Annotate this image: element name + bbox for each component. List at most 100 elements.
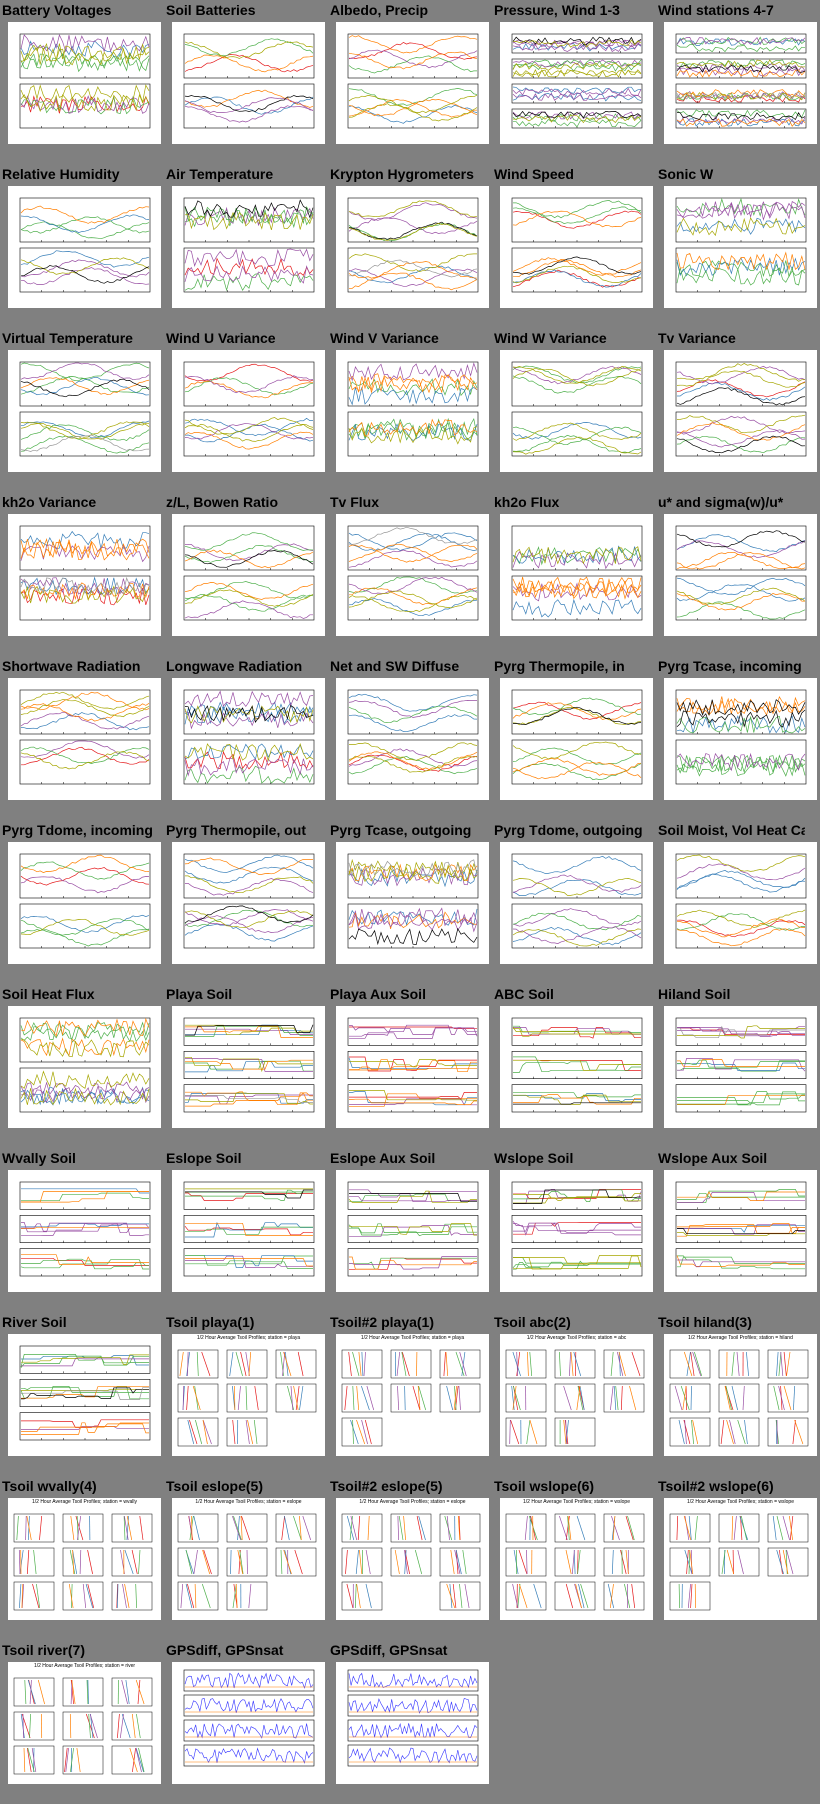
- plot-thumbnail-image[interactable]: [664, 1006, 817, 1128]
- plot-thumbnail-title[interactable]: u* and sigma(w)/u*: [658, 494, 784, 510]
- plot-thumbnail-title[interactable]: kh2o Flux: [494, 494, 560, 510]
- plot-thumbnail-image[interactable]: [8, 350, 161, 472]
- plot-thumbnail-title[interactable]: Net and SW Diffuse: [330, 658, 460, 674]
- plot-thumbnail-image[interactable]: 1/2 Hour Average Tsoil Profiles; station…: [336, 1498, 489, 1620]
- plot-thumbnail-title[interactable]: Pyrg Thermopile, in: [494, 658, 625, 674]
- plot-thumbnail-card[interactable]: Pyrg Thermopile, in: [492, 656, 656, 820]
- plot-thumbnail-image[interactable]: 1/2 Hour Average Tsoil Profiles; station…: [664, 1334, 817, 1456]
- plot-thumbnail-image[interactable]: 1/2 Hour Average Tsoil Profiles; station…: [336, 1334, 489, 1456]
- plot-thumbnail-image[interactable]: [664, 350, 817, 472]
- plot-thumbnail-image[interactable]: [8, 186, 161, 308]
- plot-thumbnail-image[interactable]: [500, 1170, 653, 1292]
- plot-thumbnail-card[interactable]: z/L, Bowen Ratio: [164, 492, 328, 656]
- plot-thumbnail-image[interactable]: [336, 1170, 489, 1292]
- plot-thumbnail-image[interactable]: [172, 1170, 325, 1292]
- plot-thumbnail-image[interactable]: [500, 22, 653, 144]
- plot-thumbnail-title[interactable]: Soil Heat Flux: [2, 986, 95, 1002]
- plot-thumbnail-card[interactable]: Wind W Variance: [492, 328, 656, 492]
- plot-thumbnail-card[interactable]: River Soil: [0, 1312, 164, 1476]
- plot-thumbnail-card[interactable]: Wind U Variance: [164, 328, 328, 492]
- plot-thumbnail-image[interactable]: [8, 1170, 161, 1292]
- plot-thumbnail-card[interactable]: Pyrg Tcase, outgoing: [328, 820, 492, 984]
- plot-thumbnail-card[interactable]: Soil Batteries: [164, 0, 328, 164]
- plot-thumbnail-image[interactable]: [336, 1662, 489, 1784]
- plot-thumbnail-card[interactable]: Pyrg Thermopile, out: [164, 820, 328, 984]
- plot-thumbnail-image[interactable]: [500, 514, 653, 636]
- plot-thumbnail-image[interactable]: 1/2 Hour Average Tsoil Profiles; station…: [500, 1334, 653, 1456]
- plot-thumbnail-image[interactable]: [664, 22, 817, 144]
- plot-thumbnail-card[interactable]: Eslope Aux Soil: [328, 1148, 492, 1312]
- plot-thumbnail-title[interactable]: Pyrg Tcase, outgoing: [330, 822, 472, 838]
- plot-thumbnail-card[interactable]: kh2o Variance: [0, 492, 164, 656]
- plot-thumbnail-card[interactable]: Tsoil wvally(4) 1/2 Hour Average Tsoil Pr…: [0, 1476, 164, 1640]
- plot-thumbnail-image[interactable]: [500, 186, 653, 308]
- plot-thumbnail-title[interactable]: GPSdiff, GPSnsat: [330, 1642, 448, 1658]
- plot-thumbnail-title[interactable]: Sonic W: [658, 166, 714, 182]
- plot-thumbnail-image[interactable]: [172, 22, 325, 144]
- plot-thumbnail-card[interactable]: Pyrg Tdome, incoming: [0, 820, 164, 984]
- plot-thumbnail-title[interactable]: Wvally Soil: [2, 1150, 76, 1166]
- plot-thumbnail-title[interactable]: GPSdiff, GPSnsat: [166, 1642, 284, 1658]
- plot-thumbnail-card[interactable]: Krypton Hygrometers: [328, 164, 492, 328]
- plot-thumbnail-card[interactable]: Playa Soil: [164, 984, 328, 1148]
- plot-thumbnail-title[interactable]: Pyrg Tcase, incoming: [658, 658, 802, 674]
- plot-thumbnail-card[interactable]: Shortwave Radiation: [0, 656, 164, 820]
- plot-thumbnail-image[interactable]: [336, 22, 489, 144]
- plot-thumbnail-image[interactable]: 1/2 Hour Average Tsoil Profiles; station…: [8, 1662, 161, 1784]
- plot-thumbnail-title[interactable]: Albedo, Precip: [330, 2, 429, 18]
- plot-thumbnail-title[interactable]: Tsoil abc(2): [494, 1314, 571, 1330]
- plot-thumbnail-title[interactable]: Shortwave Radiation: [2, 658, 141, 674]
- plot-thumbnail-card[interactable]: Air Temperature: [164, 164, 328, 328]
- plot-thumbnail-image[interactable]: [8, 1334, 161, 1456]
- plot-thumbnail-image[interactable]: 1/2 Hour Average Tsoil Profiles; station…: [8, 1498, 161, 1620]
- plot-thumbnail-title[interactable]: Wslope Aux Soil: [658, 1150, 768, 1166]
- plot-thumbnail-title[interactable]: Tsoil wvally(4): [2, 1478, 97, 1494]
- plot-thumbnail-image[interactable]: [8, 22, 161, 144]
- plot-thumbnail-title[interactable]: Wind V Variance: [330, 330, 439, 346]
- plot-thumbnail-card[interactable]: Net and SW Diffuse: [328, 656, 492, 820]
- plot-thumbnail-card[interactable]: Wslope Soil: [492, 1148, 656, 1312]
- plot-thumbnail-card[interactable]: u* and sigma(w)/u*: [656, 492, 820, 656]
- plot-thumbnail-title[interactable]: Wslope Soil: [494, 1150, 574, 1166]
- plot-thumbnail-title[interactable]: Tsoil#2 wslope(6): [658, 1478, 774, 1494]
- plot-thumbnail-card[interactable]: Wslope Aux Soil: [656, 1148, 820, 1312]
- plot-thumbnail-title[interactable]: Wind U Variance: [166, 330, 276, 346]
- plot-thumbnail-image[interactable]: [172, 350, 325, 472]
- plot-thumbnail-card[interactable]: Playa Aux Soil: [328, 984, 492, 1148]
- plot-thumbnail-title[interactable]: Playa Aux Soil: [330, 986, 426, 1002]
- plot-thumbnail-image[interactable]: 1/2 Hour Average Tsoil Profiles; station…: [172, 1498, 325, 1620]
- plot-thumbnail-title[interactable]: Battery Voltages: [2, 2, 112, 18]
- plot-thumbnail-card[interactable]: Virtual Temperature: [0, 328, 164, 492]
- plot-thumbnail-title[interactable]: Tsoil playa(1): [166, 1314, 255, 1330]
- plot-thumbnail-title[interactable]: Longwave Radiation: [166, 658, 303, 674]
- plot-thumbnail-card[interactable]: Tsoil hiland(3) 1/2 Hour Average Tsoil Pr…: [656, 1312, 820, 1476]
- plot-thumbnail-image[interactable]: [172, 842, 325, 964]
- plot-thumbnail-card[interactable]: Wind stations 4-7: [656, 0, 820, 164]
- plot-thumbnail-image[interactable]: [172, 514, 325, 636]
- plot-thumbnail-title[interactable]: z/L, Bowen Ratio: [166, 494, 278, 510]
- plot-thumbnail-title[interactable]: Soil Moist, Vol Heat Cap: [658, 822, 805, 838]
- plot-thumbnail-image[interactable]: [172, 1662, 325, 1784]
- plot-thumbnail-title[interactable]: ABC Soil: [494, 986, 554, 1002]
- plot-thumbnail-image[interactable]: [172, 1006, 325, 1128]
- plot-thumbnail-card[interactable]: Tv Flux: [328, 492, 492, 656]
- plot-thumbnail-image[interactable]: [8, 842, 161, 964]
- plot-thumbnail-card[interactable]: Battery Voltages: [0, 0, 164, 164]
- plot-thumbnail-title[interactable]: Pyrg Tdome, outgoing: [494, 822, 643, 838]
- plot-thumbnail-title[interactable]: Tsoil river(7): [2, 1642, 85, 1658]
- plot-thumbnail-title[interactable]: Tsoil eslope(5): [166, 1478, 263, 1494]
- plot-thumbnail-card[interactable]: Tv Variance: [656, 328, 820, 492]
- plot-thumbnail-title[interactable]: Tsoil#2 eslope(5): [330, 1478, 443, 1494]
- plot-thumbnail-image[interactable]: [8, 514, 161, 636]
- plot-thumbnail-image[interactable]: 1/2 Hour Average Tsoil Profiles; station…: [500, 1498, 653, 1620]
- plot-thumbnail-title[interactable]: Pressure, Wind 1-3: [494, 2, 620, 18]
- plot-thumbnail-title[interactable]: Hiland Soil: [658, 986, 731, 1002]
- plot-thumbnail-card[interactable]: ABC Soil: [492, 984, 656, 1148]
- plot-thumbnail-card[interactable]: Wind V Variance: [328, 328, 492, 492]
- plot-thumbnail-title[interactable]: Tv Variance: [658, 330, 736, 346]
- plot-thumbnail-image[interactable]: [664, 186, 817, 308]
- plot-thumbnail-card[interactable]: Longwave Radiation: [164, 656, 328, 820]
- plot-thumbnail-image[interactable]: [336, 514, 489, 636]
- plot-thumbnail-image[interactable]: [8, 1006, 161, 1128]
- plot-thumbnail-card[interactable]: Eslope Soil: [164, 1148, 328, 1312]
